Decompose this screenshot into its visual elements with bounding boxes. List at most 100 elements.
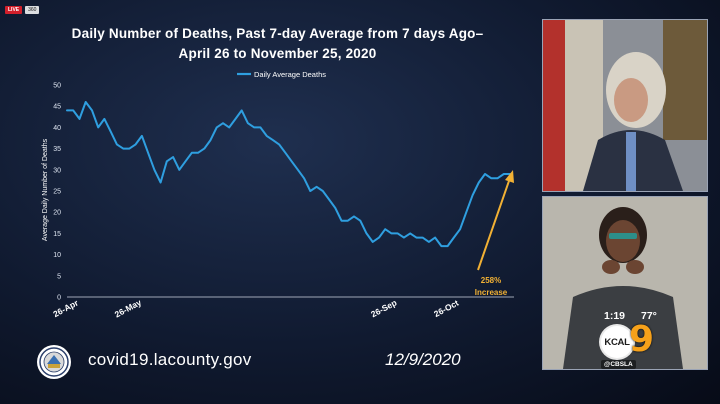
data-point [66,109,68,112]
x-tick-label: 26-Sep [369,297,398,319]
series-group [66,101,511,248]
data-point [478,181,480,184]
data-point [284,152,286,154]
data-point [85,101,87,103]
data-point [334,207,336,209]
data-point [110,131,112,133]
data-point [72,109,74,112]
increase-arrow [477,177,511,271]
data-point [147,152,149,154]
data-point [97,126,99,128]
data-point [453,237,455,239]
data-point [247,122,249,124]
data-point [390,232,393,234]
x-tick-label: 26-May [113,297,143,319]
legend-label: Daily Average Deaths [254,70,326,79]
annotation-percent: 258% [481,276,501,285]
data-point [459,228,461,230]
data-point [409,232,411,234]
chart-title: Daily Number of Deaths, Past 7-day Avera… [20,24,535,64]
data-point [172,156,174,158]
social-handle: @CBSLA [601,360,636,369]
data-point [422,237,424,239]
series-line-daily-average-deaths [66,101,511,248]
data-point [266,135,268,137]
data-point [128,148,130,150]
footer-url: covid19.lacounty.gov [88,350,252,369]
data-point [228,126,230,128]
data-point [378,237,380,239]
data-point [191,152,193,154]
increase-arrowhead [505,170,514,183]
x-axis: 26-Apr 26-May 26-Sep 26-Oct [51,296,514,320]
data-point [365,232,368,234]
overlay-temperature: 77° [641,310,657,322]
data-point [496,177,499,179]
viewers-badge: 360 [25,6,40,14]
data-point [203,148,205,150]
y-tick-label: 30 [53,167,61,174]
y-tick-label: 50 [53,83,61,90]
data-point [303,177,305,179]
overlay-time: 1:19 [604,310,626,322]
data-point [471,194,474,196]
data-point [103,118,106,120]
footer-date: 12/9/2020 [385,350,461,369]
data-point [490,177,492,179]
y-tick-label: 0 [57,295,61,302]
y-tick-label: 25 [53,189,61,196]
y-tick-label: 15 [53,231,61,238]
data-point [315,186,318,188]
increase-annotation: 258% Increase [475,170,514,297]
data-point [135,143,137,145]
data-point [359,220,361,222]
data-point [309,190,311,192]
data-point [447,245,449,247]
deaths-line-chart: Daily Average Deaths Average Daily Numbe… [51,70,514,320]
data-point [272,139,274,141]
y-tick-label: 5 [57,273,61,280]
kcal-logo: KCAL [601,326,633,358]
chart-title-line1: Daily Number of Deaths, Past 7-day Avera… [71,26,484,41]
data-point [116,143,118,145]
data-point [166,160,168,162]
data-point [415,237,418,239]
data-point [291,160,293,162]
annotation-increase: Increase [475,288,508,297]
data-point [141,135,143,137]
data-point [440,245,442,247]
y-tick-label: 20 [53,210,61,217]
data-point [241,109,243,112]
y-axis: 0 5 10 15 20 25 30 35 40 45 50 [53,83,61,302]
data-point [253,126,255,128]
y-tick-label: 40 [53,125,61,132]
data-point [78,118,81,120]
data-point [353,215,355,218]
speaker-image [543,20,707,191]
interpreter-image [543,197,707,369]
interpreter-video-feed [542,196,708,370]
x-tick-label: 26-Apr [51,297,80,319]
x-tick-label: 26-Oct [432,298,460,319]
y-tick-label: 45 [53,104,61,111]
data-point [328,198,330,201]
data-point [384,228,386,230]
data-point [178,169,180,171]
data-point [322,190,324,192]
data-point [340,220,343,222]
data-point [159,181,162,184]
y-tick-label: 35 [53,146,61,153]
data-point [259,126,262,128]
data-point [297,169,299,171]
data-point [403,237,405,239]
la-county-seal-icon [37,345,71,379]
data-point [372,241,374,243]
data-point [484,173,486,175]
data-point [465,211,467,213]
data-point [503,173,505,175]
y-tick-label: 10 [53,252,61,259]
data-point [153,169,155,171]
data-point [209,139,212,141]
data-point [234,118,237,120]
data-point [428,241,430,243]
